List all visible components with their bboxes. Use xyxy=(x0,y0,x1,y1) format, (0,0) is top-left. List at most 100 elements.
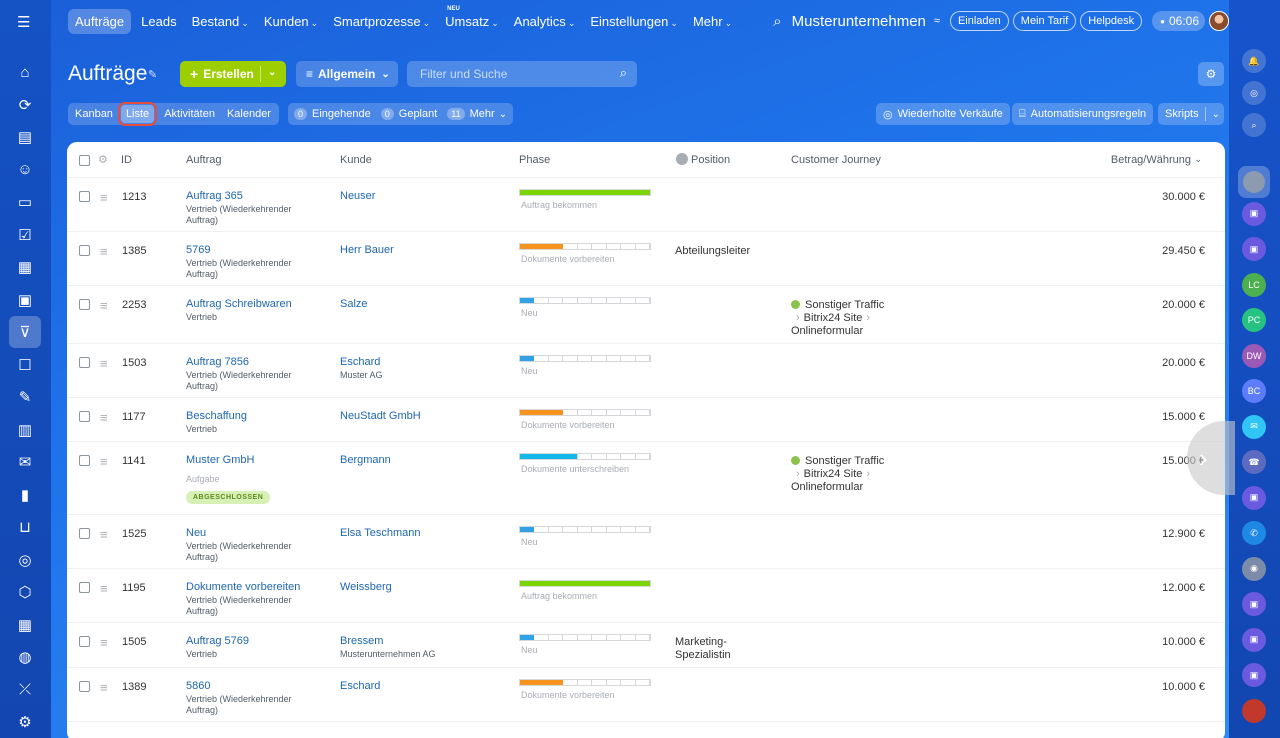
mail-icon[interactable]: ✉ xyxy=(18,454,32,471)
phase-progress-bar[interactable] xyxy=(519,409,651,416)
phase-progress-bar[interactable] xyxy=(519,243,651,250)
phase-progress-bar[interactable] xyxy=(519,297,651,304)
row-menu-icon[interactable]: ≡ xyxy=(100,356,108,371)
nav-item-6[interactable]: Analytics ⌄ xyxy=(514,14,576,29)
copilot-icon[interactable]: ◎ xyxy=(1242,81,1266,105)
counter-1[interactable]: 0 Geplant xyxy=(380,108,437,120)
sites-icon[interactable]: ▣ xyxy=(17,291,33,309)
search-icon[interactable]: ⌕ xyxy=(773,12,782,30)
sign-icon[interactable]: ✎ xyxy=(18,389,32,406)
chat-5-icon[interactable]: ▣ xyxy=(1242,627,1266,652)
crm-icon[interactable]: ⊽ xyxy=(9,316,41,348)
client-link[interactable]: Eschard xyxy=(340,356,381,368)
company-settings-icon[interactable]: ≈ xyxy=(933,15,940,27)
deal-title-link[interactable]: Auftrag Schreibwaren xyxy=(186,298,292,310)
select-all-checkbox[interactable] xyxy=(79,155,90,166)
counter-0[interactable]: 0 Eingehende xyxy=(294,108,371,120)
create-button[interactable]: + Erstellen ⌄ xyxy=(180,61,286,87)
table-row[interactable]: ≡ 1213 Auftrag 365 Vertrieb (Wiederkehrende… xyxy=(67,178,1225,232)
header-phase[interactable]: Phase xyxy=(519,154,551,166)
client-link[interactable]: Salze xyxy=(340,298,368,310)
header-deal[interactable]: Auftrag xyxy=(186,154,222,166)
nav-item-0[interactable]: Aufträge xyxy=(68,8,132,34)
phase-progress-bar[interactable] xyxy=(519,526,651,533)
marketing-icon[interactable]: ◎ xyxy=(18,551,32,569)
search-input[interactable]: Filter und Suche ⌕ xyxy=(407,61,637,87)
phase-progress-bar[interactable] xyxy=(519,453,651,460)
row-checkbox[interactable] xyxy=(79,528,90,539)
table-row[interactable]: ≡ 1141 Muster GmbH Aufgabe ABGESCHLOSSEN Berg… xyxy=(67,442,1225,515)
invite-button[interactable]: Einladen xyxy=(949,11,1009,31)
helpdesk-button[interactable]: Helpdesk xyxy=(1080,11,1143,31)
nav-item-3[interactable]: Kunden ⌄ xyxy=(264,14,318,29)
tasks-icon[interactable]: ▤ xyxy=(17,129,33,146)
table-row[interactable]: ≡ 1389 5860 Vertrieb (Wiederkehrender Auftr… xyxy=(67,668,1225,722)
chat-bc-icon[interactable]: BC xyxy=(1242,379,1266,403)
nav-item-5[interactable]: NEU Umsatz ⌄ xyxy=(445,6,499,29)
view-tab-2[interactable]: Aktivitäten xyxy=(164,108,215,120)
header-position[interactable]: Position xyxy=(676,153,730,166)
chat-2-icon[interactable]: ▣ xyxy=(1242,237,1266,261)
pin-icon[interactable]: ✎ xyxy=(148,69,158,81)
settings-icon[interactable]: ⚙ xyxy=(18,714,32,731)
nav-item-7[interactable]: Einstellungen ⌄ xyxy=(590,14,678,29)
nav-item-4[interactable]: Smartprozesse ⌄ xyxy=(333,14,430,29)
calendar-icon[interactable]: ▦ xyxy=(17,259,33,276)
deal-title-link[interactable]: Auftrag 365 xyxy=(186,190,243,202)
flow-icon[interactable]: ⟳ xyxy=(18,96,32,114)
row-checkbox[interactable] xyxy=(79,245,90,256)
search-icon[interactable]: ⌕ xyxy=(619,65,627,80)
chat-icon[interactable]: ☐ xyxy=(18,356,32,374)
chat-lc-icon[interactable]: LC xyxy=(1242,272,1266,297)
row-menu-icon[interactable]: ≡ xyxy=(100,581,108,596)
header-client[interactable]: Kunde xyxy=(340,154,372,166)
row-menu-icon[interactable]: ≡ xyxy=(100,635,108,650)
client-link[interactable]: Neuser xyxy=(340,190,376,202)
chevron-down-icon[interactable]: ⌄ xyxy=(268,67,277,78)
row-checkbox[interactable] xyxy=(79,455,90,466)
analytics-icon[interactable]: ▮ xyxy=(20,486,30,504)
row-checkbox[interactable] xyxy=(79,681,90,692)
view-tab-3[interactable]: Kalender xyxy=(226,108,271,120)
client-link[interactable]: Weissberg xyxy=(340,581,392,593)
counter-2[interactable]: 11 Mehr ⌄ xyxy=(447,108,507,120)
chat-1-icon[interactable]: ▣ xyxy=(1242,201,1266,226)
planner-icon[interactable]: ▦ xyxy=(17,616,33,634)
nav-item-1[interactable]: Leads xyxy=(141,14,176,29)
call-icon[interactable]: ☎ xyxy=(1242,450,1266,474)
user-avatar[interactable] xyxy=(1238,166,1270,198)
row-checkbox[interactable] xyxy=(79,191,90,202)
inbox-icon[interactable]: ▭ xyxy=(17,194,33,211)
client-link[interactable]: NeuStadt GmbH xyxy=(340,410,421,422)
row-checkbox[interactable] xyxy=(79,411,90,422)
row-menu-icon[interactable]: ≡ xyxy=(100,244,108,259)
automation-icon[interactable]: ◍ xyxy=(18,649,32,666)
table-row[interactable]: ≡ 1525 Neu Vertrieb (Wiederkehrender Auftra… xyxy=(67,515,1225,569)
chat-6-icon[interactable]: ▣ xyxy=(1242,663,1266,687)
client-link[interactable]: Bergmann xyxy=(340,454,391,466)
phone-icon[interactable]: ✆ xyxy=(1242,521,1266,545)
header-id[interactable]: ID xyxy=(121,154,132,166)
settings-gear-button[interactable]: ⚙ xyxy=(1198,62,1224,86)
row-menu-icon[interactable]: ≡ xyxy=(100,410,108,425)
bell-icon[interactable]: 🔔 xyxy=(1242,49,1266,73)
row-menu-icon[interactable]: ≡ xyxy=(100,454,108,469)
row-checkbox[interactable] xyxy=(79,299,90,310)
view-tab-1[interactable]: Liste xyxy=(117,102,158,126)
phase-progress-bar[interactable] xyxy=(519,580,651,587)
row-menu-icon[interactable]: ≡ xyxy=(100,298,108,313)
user-avatar[interactable] xyxy=(1209,11,1229,31)
table-row[interactable]: ≡ 1177 Beschaffung Vertrieb NeuStadt GmbH Dok… xyxy=(67,398,1225,442)
table-row[interactable]: ≡ 2253 Auftrag Schreibwaren Vertrieb Salze Ne… xyxy=(67,286,1225,344)
chevron-down-icon[interactable]: ⌄ xyxy=(1211,108,1221,120)
automation-rules-button[interactable]: ⌸ Automatisierungsregeln xyxy=(1012,103,1154,125)
store-icon[interactable]: ▥ xyxy=(17,421,33,439)
deal-title-link[interactable]: Auftrag 5769 xyxy=(186,635,249,647)
nav-item-2[interactable]: Bestand ⌄ xyxy=(192,14,249,29)
table-row[interactable]: ≡ 1195 Dokumente vorbereiten Vertrieb (Wied… xyxy=(67,569,1225,623)
tariff-button[interactable]: Mein Tarif xyxy=(1012,11,1077,31)
filter-preset-button[interactable]: ≡ Allgemein ⌄ xyxy=(296,61,398,87)
table-row[interactable]: ≡ 1503 Auftrag 7856 Vertrieb (Wiederkehrend… xyxy=(67,344,1225,398)
chat-pc-icon[interactable]: PC xyxy=(1242,308,1266,332)
table-row[interactable]: ≡ 1505 Auftrag 5769 Vertrieb Bressem Musterun… xyxy=(67,623,1225,668)
